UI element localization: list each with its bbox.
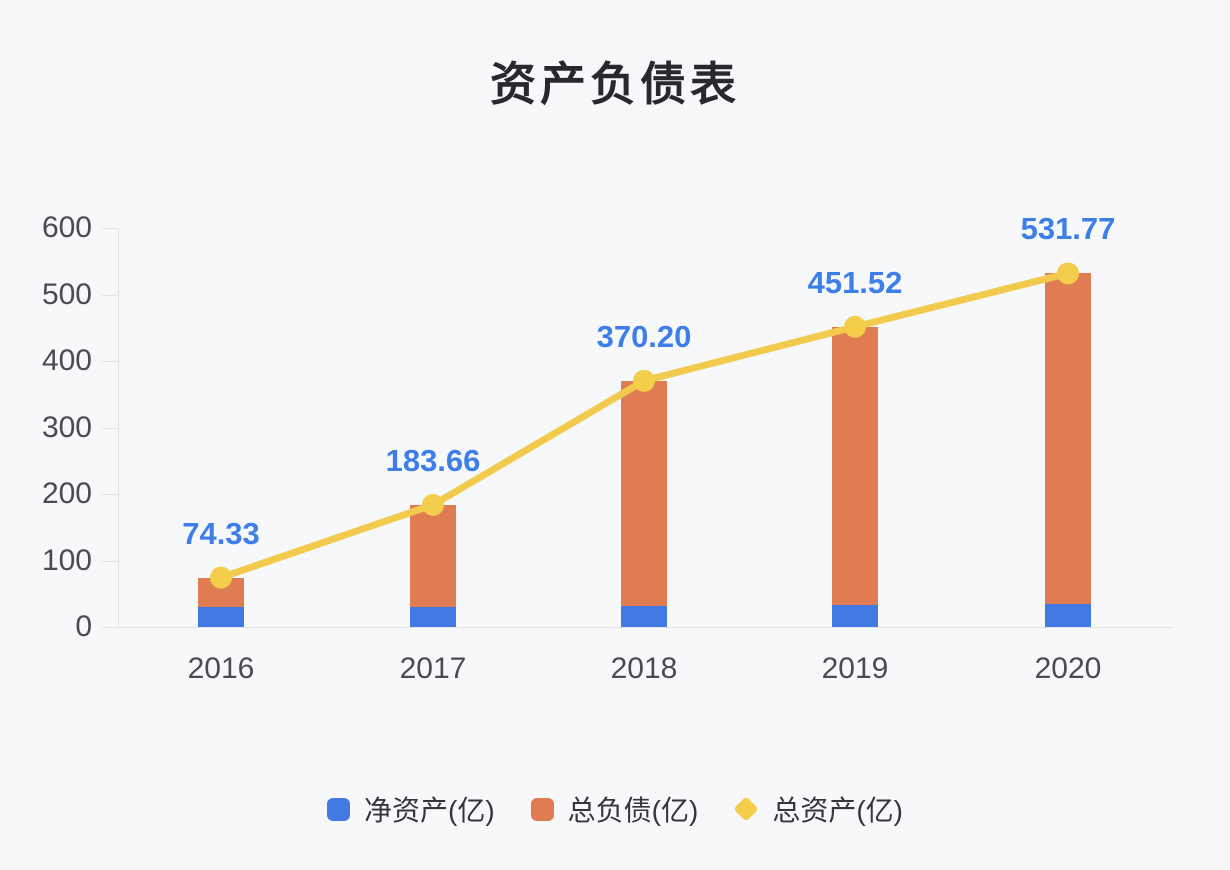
chart-title: 资产负债表: [490, 58, 740, 110]
bar-net-assets-2019[interactable]: [832, 605, 878, 627]
line-point-2017[interactable]: [422, 493, 444, 516]
data-label-2018: 370.20: [596, 318, 692, 354]
y-axis-tick: [102, 228, 118, 229]
data-label-2019: 451.52: [807, 264, 903, 300]
y-axis-label: 400: [41, 344, 92, 377]
legend-label: 总资产(亿): [772, 795, 903, 826]
y-axis-label: 200: [41, 477, 92, 510]
data-label-2020: 531.77: [1020, 211, 1116, 247]
y-axis-tick: [102, 560, 118, 562]
data-label-2017: 183.66: [385, 442, 481, 478]
bar-liabilities-2020[interactable]: [1045, 273, 1091, 605]
x-axis-label-2019: 2019: [821, 652, 889, 685]
bar-liabilities-2019[interactable]: [832, 326, 878, 606]
y-axis-tick: [102, 361, 118, 362]
legend-item-total-assets[interactable]: 总资产(亿): [733, 789, 903, 829]
x-axis-label-2020: 2020: [1034, 652, 1102, 685]
legend-item-liabilities[interactable]: 总负债(亿): [530, 789, 699, 829]
y-axis-label: 300: [41, 410, 92, 444]
bar-net-assets-2016[interactable]: [198, 607, 244, 627]
bar-net-assets-2018[interactable]: [621, 606, 667, 627]
y-axis-tick: [102, 494, 118, 495]
y-axis-label: 500: [41, 277, 92, 311]
legend-label: 总负债(亿): [567, 795, 699, 826]
data-label-2016: 74.33: [182, 515, 260, 551]
y-axis-line: [118, 228, 119, 627]
legend: 净资产(亿) 总负债(亿) 总资产(亿): [0, 789, 1230, 829]
line-point-2019[interactable]: [844, 315, 866, 338]
y-axis-label: 0: [75, 610, 92, 643]
legend-diamond-icon: [733, 796, 760, 822]
legend-square-icon: [327, 797, 351, 821]
line-point-2016[interactable]: [210, 566, 232, 589]
bar-net-assets-2017[interactable]: [410, 607, 456, 627]
legend-square-icon: [530, 797, 554, 821]
y-axis-label: 600: [41, 211, 92, 244]
x-axis-label-2017: 2017: [399, 652, 467, 685]
bar-liabilities-2017[interactable]: [410, 504, 456, 608]
y-axis-tick: [102, 427, 118, 429]
y-axis-tick: [102, 294, 118, 296]
bar-net-assets-2020[interactable]: [1045, 604, 1091, 627]
y-axis-tick: [102, 627, 118, 628]
legend-label: 净资产(亿): [364, 795, 495, 826]
x-axis-label-2016: 2016: [187, 652, 255, 685]
x-axis-line: [102, 627, 1173, 628]
line-point-2020[interactable]: [1057, 262, 1079, 285]
legend-item-net-assets[interactable]: 净资产(亿): [327, 789, 495, 829]
line-point-2018[interactable]: [633, 369, 655, 392]
x-axis-label-2018: 2018: [610, 652, 678, 685]
bar-liabilities-2018[interactable]: [621, 380, 667, 607]
y-axis-label: 100: [41, 543, 92, 577]
